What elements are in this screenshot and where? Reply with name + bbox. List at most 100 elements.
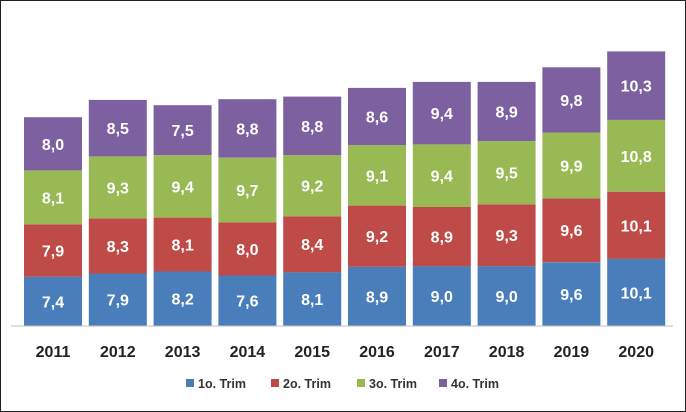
x-tick-label-2018: 2018 (489, 344, 525, 361)
bar-2017-series-4 (412, 81, 471, 145)
value-label-2020-series-1: 10,1 (621, 285, 652, 302)
x-tick-labels: 2011 2012 2013 2014 2015 2016 2017 2018 2019 2020 (36, 344, 654, 361)
bar-2019-series-4 (542, 67, 601, 133)
bar-2015-series-4 (283, 96, 342, 156)
x-tick-label-2015: 2015 (294, 344, 330, 361)
legend-swatch-series-2 (271, 379, 279, 387)
value-label-2014-series-3: 9,7 (236, 183, 258, 200)
value-label-2018-series-3: 9,5 (495, 166, 517, 183)
value-label-2017-series-4: 9,4 (431, 106, 453, 123)
bar-2018-series-1 (477, 266, 536, 326)
value-label-2020-series-2: 10,1 (621, 218, 652, 235)
value-label-2013-series-4: 7,5 (171, 123, 193, 140)
legend-label-series-1: 1o. Trim (198, 377, 246, 391)
x-tick-label-2016: 2016 (359, 344, 395, 361)
bar-2012-series-2 (88, 218, 147, 274)
bar-2019-series-1 (542, 262, 601, 326)
value-label-2016-series-3: 9,1 (366, 168, 388, 185)
bar-2013-series-2 (153, 217, 212, 272)
bar-2014-series-2 (218, 222, 277, 276)
value-label-2018-series-4: 8,9 (495, 105, 517, 122)
bar-2016-series-1 (348, 266, 406, 326)
bar-2012-series-3 (88, 156, 147, 219)
bar-2015-series-3 (283, 155, 342, 217)
bar-2013-series-1 (153, 271, 212, 326)
value-label-2018-series-1: 9,0 (495, 289, 517, 306)
bar-2017-series-1 (412, 266, 471, 326)
bar-2018-series-3 (477, 141, 536, 205)
legend-label-series-4: 4o. Trim (451, 377, 499, 391)
legend-swatch-series-3 (357, 379, 365, 387)
value-label-2015-series-1: 8,1 (301, 292, 323, 309)
x-tick-label-2012: 2012 (100, 344, 136, 361)
bar-2016-series-2 (348, 205, 406, 267)
bar-2020-series-4 (607, 51, 666, 120)
value-label-2020-series-3: 10,8 (621, 149, 652, 166)
value-label-2016-series-4: 8,6 (366, 110, 388, 127)
bar-2012-series-1 (88, 273, 147, 326)
value-label-2012-series-3: 9,3 (107, 180, 129, 197)
bar-2015-series-2 (283, 216, 342, 273)
x-tick-label-2011: 2011 (36, 344, 71, 361)
bar-2018-series-2 (477, 204, 536, 267)
bar-2020-series-1 (607, 258, 666, 326)
legend-swatch-series-4 (439, 379, 447, 387)
value-label-2019-series-3: 9,9 (560, 158, 582, 175)
value-label-2019-series-2: 9,6 (560, 223, 582, 240)
value-label-2012-series-1: 7,9 (107, 293, 129, 310)
bar-2019-series-2 (542, 198, 601, 263)
value-label-2011-series-1: 7,4 (42, 294, 64, 311)
bar-2020-series-2 (607, 191, 666, 259)
value-label-2017-series-2: 8,9 (431, 230, 453, 247)
value-labels-layer: 7,4 7,9 8,1 8,0 7,9 8,3 9,3 8,5 8,2 8,1 9,4 7,5 7,6 8… (42, 79, 652, 312)
value-label-2015-series-4: 8,8 (301, 119, 323, 136)
bar-2012-series-4 (88, 99, 147, 157)
value-label-2013-series-2: 8,1 (171, 238, 193, 255)
value-label-2012-series-4: 8,5 (107, 121, 129, 138)
legend: 1o. Trim 2o. Trim 3o. Trim 4o. Trim (186, 377, 499, 391)
value-label-2011-series-3: 8,1 (42, 190, 64, 207)
value-label-2014-series-2: 8,0 (236, 242, 258, 259)
bars-layer (24, 51, 666, 326)
value-label-2018-series-2: 9,3 (495, 228, 517, 245)
bar-2018-series-4 (477, 81, 536, 142)
value-label-2013-series-1: 8,2 (171, 292, 193, 309)
bar-2020-series-3 (607, 119, 666, 192)
bar-2011-series-3 (24, 170, 82, 225)
bar-2016-series-3 (348, 145, 406, 206)
x-tick-label-2019: 2019 (554, 344, 590, 361)
legend-label-series-2: 2o. Trim (283, 377, 331, 391)
bar-2017-series-3 (412, 144, 471, 207)
bar-2011-series-2 (24, 224, 82, 277)
value-label-2015-series-3: 9,2 (301, 179, 323, 196)
value-label-2019-series-1: 9,6 (560, 287, 582, 304)
value-label-2011-series-2: 7,9 (42, 244, 64, 261)
x-tick-label-2014: 2014 (230, 344, 266, 361)
bar-2011-series-4 (24, 117, 82, 171)
value-label-2016-series-1: 8,9 (366, 289, 388, 306)
x-tick-label-2020: 2020 (618, 344, 654, 361)
value-label-2012-series-2: 8,3 (107, 239, 129, 256)
value-label-2015-series-2: 8,4 (301, 237, 323, 254)
bar-2014-series-1 (218, 275, 277, 326)
value-label-2017-series-3: 9,4 (431, 169, 453, 186)
x-tick-label-2017: 2017 (424, 344, 460, 361)
bar-2013-series-4 (153, 105, 212, 156)
legend-label-series-3: 3o. Trim (369, 377, 417, 391)
bar-2011-series-1 (24, 276, 82, 326)
bar-2016-series-4 (348, 87, 406, 146)
bar-2017-series-2 (412, 207, 471, 267)
value-label-2014-series-1: 7,6 (236, 294, 258, 311)
bar-2015-series-1 (283, 272, 342, 326)
value-label-2017-series-1: 9,0 (431, 289, 453, 306)
value-label-2013-series-3: 9,4 (171, 179, 193, 196)
bar-2019-series-3 (542, 132, 601, 199)
bar-2014-series-4 (218, 99, 277, 158)
value-label-2014-series-4: 8,8 (236, 122, 258, 139)
x-tick-label-2013: 2013 (165, 344, 201, 361)
bar-2013-series-3 (153, 155, 212, 218)
bar-2014-series-3 (218, 157, 277, 223)
value-label-2016-series-2: 9,2 (366, 229, 388, 246)
value-label-2020-series-4: 10,3 (621, 79, 652, 96)
